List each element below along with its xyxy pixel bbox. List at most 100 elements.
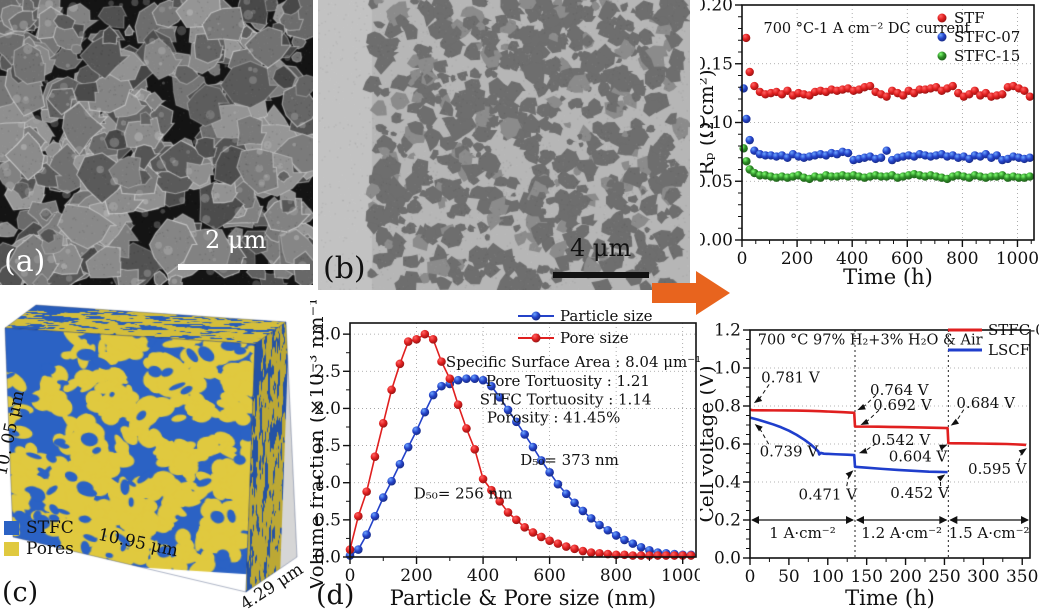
panel-c-label: (c) [2,577,39,608]
svg-text:Specific Surface Area : 8.04: Specific Surface Area : 8.04 μm⁻¹ [446,353,700,371]
svg-text:0.20: 0.20 [700,0,733,16]
svg-text:Pore Tortuosity : 1.21: Pore Tortuosity : 1.21 [486,372,650,390]
panel-a-label: (a) [4,244,46,279]
svg-text:0.15: 0.15 [700,54,733,74]
cube-legend-item-pores: Pores [4,538,74,559]
svg-text:Volume fraction (×10⁻³ nm⁻¹): Volume fraction (×10⁻³ nm⁻¹) [310,300,328,591]
flow-arrow-icon [652,271,730,315]
svg-text:STFC Tortuosity : 1.14: STFC Tortuosity : 1.14 [480,391,652,409]
svg-text:1000: 1000 [996,249,1039,269]
svg-text:STFC-07: STFC-07 [988,321,1039,339]
panel-d-label: (d) [316,580,355,611]
sem-image-b [318,0,690,290]
svg-text:800: 800 [946,249,978,269]
svg-text:0.595 V: 0.595 V [968,460,1028,478]
svg-text:1.5 A·cm⁻²: 1.5 A·cm⁻² [949,524,1030,542]
svg-text:400: 400 [467,566,499,586]
svg-text:700 °C 97% H₂+3% H₂O & Air: 700 °C 97% H₂+3% H₂O & Air [758,332,983,348]
svg-text:0.4: 0.4 [714,473,741,493]
svg-text:300: 300 [967,567,999,587]
svg-text:0.05: 0.05 [700,172,733,192]
svg-text:0: 0 [745,567,756,587]
svg-text:0.2: 0.2 [714,511,741,531]
svg-text:400: 400 [836,249,868,269]
svg-text:0.692 V: 0.692 V [873,396,933,414]
cube-legend-label-stfc: STFC [26,517,74,538]
svg-text:200: 200 [889,567,921,587]
svg-text:Time (h): Time (h) [845,586,935,610]
svg-text:LSCF: LSCF [988,341,1030,359]
svg-text:STFC-15: STFC-15 [954,47,1020,65]
svg-text:1.0: 1.0 [714,359,741,379]
size-distribution-chart: 0 200 400 600 800 1000 0.0 0.5 1.0 1.5 2.0 2.5 3.0 Pa… [304,290,704,610]
svg-text:0.781 V: 0.781 V [761,369,821,387]
svg-text:0.5: 0.5 [314,510,341,530]
svg-text:100: 100 [812,567,844,587]
svg-text:Rₚ (Ω cm²): Rₚ (Ω cm²) [700,69,718,175]
svg-text:250: 250 [928,567,960,587]
flow-arrow [652,270,732,316]
scale-bar-b [553,272,649,278]
svg-text:150: 150 [850,567,882,587]
svg-text:0.0: 0.0 [714,549,741,569]
svg-text:STF: STF [954,9,985,27]
svg-text:0.684 V: 0.684 V [956,394,1016,412]
svg-text:Pore size: Pore size [560,329,629,347]
panel-a: (a) 2 μm [0,0,313,285]
svg-text:0.542 V: 0.542 V [872,431,932,449]
pores-color-swatch [4,541,19,556]
svg-text:0.00: 0.00 [700,231,733,251]
svg-text:350: 350 [1006,567,1038,587]
scale-bar-b-label: 4 μm [570,234,632,262]
svg-text:Time (h): Time (h) [843,265,933,289]
svg-text:Particle & Pore size (nm): Particle & Pore size (nm) [390,586,656,610]
svg-text:0: 0 [737,249,748,269]
scale-bar-a [178,264,310,270]
svg-text:D₅₀= 373 nm: D₅₀= 373 nm [520,451,619,469]
svg-text:0: 0 [345,566,356,586]
svg-text:1.2 A·cm⁻²: 1.2 A·cm⁻² [861,524,942,542]
cube-3d-reconstruction [0,295,315,613]
svg-text:3.0: 3.0 [314,325,341,345]
svg-text:50: 50 [778,567,800,587]
svg-text:D₅₀= 256 nm: D₅₀= 256 nm [414,484,513,502]
panel-b: (b) 4 μm [318,0,690,290]
svg-text:200: 200 [781,249,813,269]
cell-voltage-panel: 1 A·cm⁻² 1.2 A·cm⁻² 1.5 A·cm⁻² 0 50 100 150 200… [694,310,1039,613]
svg-text:0.471 V: 0.471 V [799,485,859,503]
svg-text:Particle size: Particle size [560,307,653,325]
svg-text:1.0: 1.0 [314,473,341,493]
svg-text:600: 600 [891,249,923,269]
cube-legend: STFC Pores [4,517,74,559]
svg-text:Porosity : 41.45%: Porosity : 41.45% [487,409,620,427]
svg-text:1 A·cm⁻²: 1 A·cm⁻² [769,524,835,542]
cube-legend-label-pores: Pores [26,538,74,559]
scale-bar-a-label: 2 μm [205,226,267,254]
svg-text:0.0: 0.0 [314,548,341,568]
sem-image-a [0,0,313,285]
svg-text:0.6: 0.6 [714,435,741,455]
svg-text:0.452 V: 0.452 V [890,484,950,502]
svg-text:1000: 1000 [661,566,700,586]
svg-text:STFC-07: STFC-07 [954,28,1020,46]
svg-text:0.739 V: 0.739 V [760,443,820,461]
panel-c: 10. 05 μm 10.95 μm 4.29 μm STFC Pores (c… [0,295,315,613]
svg-text:1.2: 1.2 [714,321,741,341]
svg-text:0.10: 0.10 [700,113,733,133]
svg-text:700 °C-1 A cm⁻² DC current: 700 °C-1 A cm⁻² DC current [763,21,970,37]
svg-text:0.8: 0.8 [714,397,741,417]
svg-text:200: 200 [400,566,432,586]
svg-text:1.5: 1.5 [314,436,341,456]
rp-stability-panel: 0 200 400 600 800 1000 0.00 0.05 0.10 0.15 0.20 Tim… [694,0,1039,292]
rp-stability-chart: 0 200 400 600 800 1000 0.00 0.05 0.10 0.15 0.20 Tim… [694,0,1039,289]
svg-text:0.764 V: 0.764 V [870,381,930,399]
stfc-color-swatch [4,520,19,535]
svg-text:2.0: 2.0 [314,399,341,419]
svg-text:600: 600 [533,566,565,586]
cell-voltage-chart: 1 A·cm⁻² 1.2 A·cm⁻² 1.5 A·cm⁻² 0 50 100 150 200… [694,321,1039,611]
svg-text:Cell voltage (V): Cell voltage (V) [700,365,718,522]
panel-d: 0 200 400 600 800 1000 0.0 0.5 1.0 1.5 2.0 2.5 3.0 Pa… [304,290,704,613]
svg-text:0.604 V: 0.604 V [889,447,949,465]
svg-text:800: 800 [600,566,632,586]
